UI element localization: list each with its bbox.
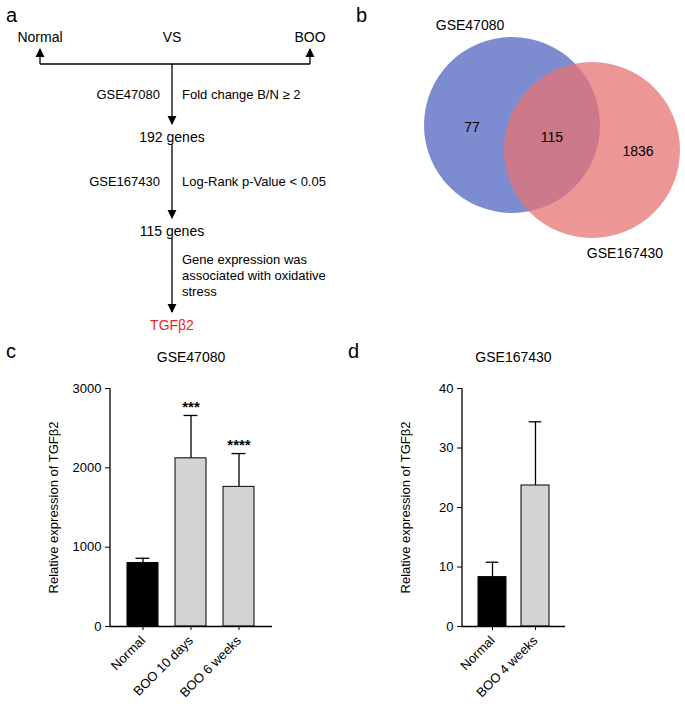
- svg-text:GSE47080: GSE47080: [436, 17, 505, 33]
- svg-text:Normal: Normal: [108, 633, 148, 673]
- svg-text:Fold change B/N ≥ 2: Fold change B/N ≥ 2: [182, 87, 300, 102]
- svg-text:115 genes: 115 genes: [140, 223, 204, 239]
- svg-text:192 genes: 192 genes: [139, 129, 204, 145]
- html-text:c: c: [6, 340, 16, 362]
- html-text:GSE167430: GSE167430: [475, 349, 552, 365]
- svg-text:115: 115: [541, 129, 564, 145]
- svg-text:3000: 3000: [73, 381, 102, 396]
- svg-text:0: 0: [446, 619, 453, 634]
- svg-text:BOO 6 weeks: BOO 6 weeks: [177, 632, 245, 700]
- html-text:d: d: [348, 340, 360, 362]
- svg-text:77: 77: [464, 119, 480, 135]
- svg-text:Relative expression of TGFβ2: Relative expression of TGFβ2: [398, 422, 413, 594]
- svg-text:30: 30: [439, 440, 453, 455]
- svg-text:0: 0: [94, 619, 101, 634]
- svg-text:1000: 1000: [73, 539, 102, 554]
- svg-text:stress: stress: [182, 284, 217, 299]
- svg-text:GSE167430: GSE167430: [587, 245, 663, 261]
- svg-text:Normal: Normal: [17, 29, 62, 45]
- html-text:GSE47080: GSE47080: [156, 349, 226, 365]
- svg-text:****: ****: [227, 436, 251, 453]
- svg-text:20: 20: [439, 500, 453, 515]
- svg-text:b: b: [356, 4, 367, 26]
- svg-text:Gene expression was: Gene expression was: [182, 252, 308, 267]
- svg-text:2000: 2000: [73, 460, 102, 475]
- svg-text:GSE167430: GSE167430: [89, 174, 160, 189]
- svg-text:Log-Rank p-Value < 0.05: Log-Rank p-Value < 0.05: [182, 174, 326, 189]
- svg-text:Normal: Normal: [457, 633, 497, 673]
- svg-text:BOO: BOO: [294, 29, 325, 45]
- svg-text:associated with oxidative: associated with oxidative: [182, 268, 326, 283]
- svg-text:Relative expression of TGFβ2: Relative expression of TGFβ2: [46, 422, 61, 594]
- svg-text:BOO 10 days: BOO 10 days: [130, 632, 197, 699]
- svg-text:TGFβ2: TGFβ2: [150, 317, 194, 333]
- svg-text:a: a: [6, 4, 18, 26]
- svg-text:GSE47080: GSE47080: [96, 87, 160, 102]
- svg-text:BOO 4 weeks: BOO 4 weeks: [473, 632, 541, 700]
- svg-text:1836: 1836: [622, 143, 653, 159]
- svg-text:VS: VS: [163, 29, 182, 45]
- svg-text:***: ***: [182, 398, 200, 415]
- svg-text:10: 10: [439, 559, 453, 574]
- svg-text:40: 40: [439, 381, 453, 396]
